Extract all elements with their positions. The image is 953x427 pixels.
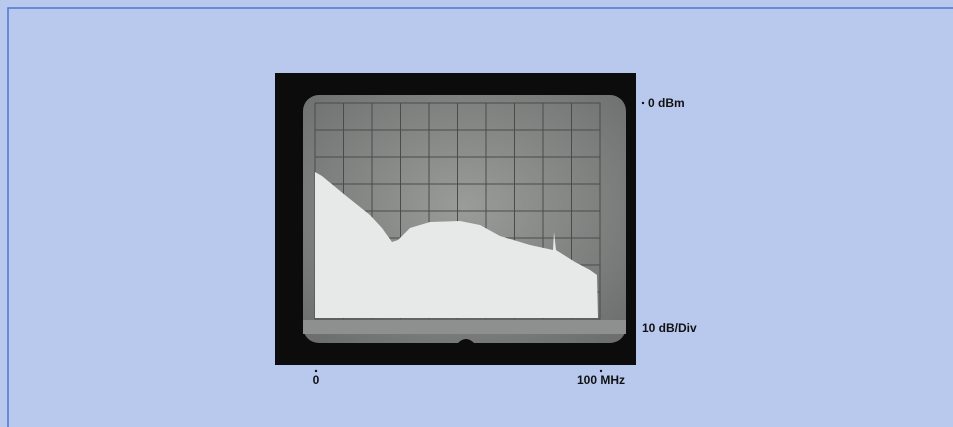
x-end-label: 100 MHz	[577, 373, 625, 387]
reference-dot	[641, 101, 645, 105]
frame-border	[7, 7, 953, 427]
scale-label: 10 dB/Div	[642, 321, 697, 335]
reference-level-label: 0 dBm	[648, 96, 685, 110]
x-start-tick	[314, 369, 318, 373]
spectrum-trace	[315, 172, 598, 318]
x-start-label: 0	[313, 373, 320, 387]
x-end-tick	[599, 369, 603, 373]
screen-notch	[458, 339, 474, 343]
screen-footer	[303, 320, 626, 334]
